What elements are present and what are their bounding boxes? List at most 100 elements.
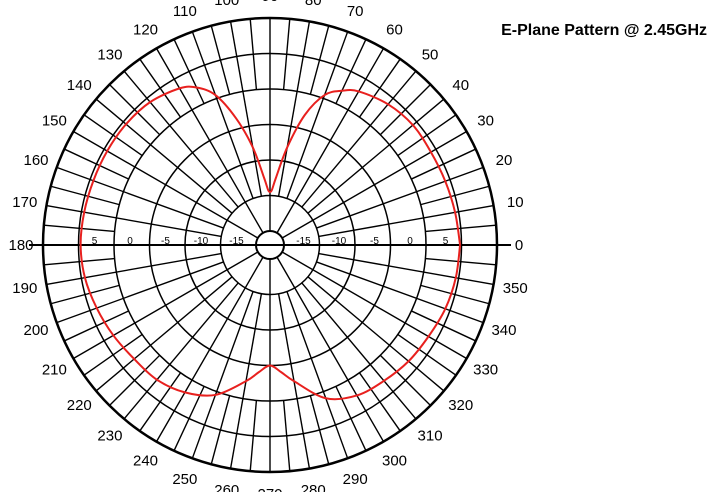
grid-spoke xyxy=(335,386,367,452)
grid-spoke xyxy=(411,148,477,180)
grid-spoke xyxy=(46,252,222,286)
radial-tick-label-left: -10 xyxy=(194,236,209,247)
grid-spoke xyxy=(210,395,231,465)
grid-spoke xyxy=(229,21,263,197)
grid-spoke xyxy=(155,256,264,442)
grid-spoke xyxy=(56,261,224,324)
angle-label-300: 300 xyxy=(382,453,407,470)
angle-label-140: 140 xyxy=(67,77,92,94)
grid-spoke xyxy=(301,70,417,208)
grid-spoke xyxy=(83,333,143,376)
angle-label-170: 170 xyxy=(12,194,37,211)
radial-tick-label-left: 5 xyxy=(92,236,98,247)
radial-tick-label-left: 0 xyxy=(127,236,133,247)
angle-label-330: 330 xyxy=(473,362,498,379)
grid-spoke xyxy=(108,83,161,136)
angle-label-290: 290 xyxy=(343,471,368,488)
angle-label-50: 50 xyxy=(422,46,439,63)
angle-label-250: 250 xyxy=(172,471,197,488)
angle-label-100: 100 xyxy=(214,0,239,9)
grid-spoke xyxy=(316,261,484,324)
grid-spoke xyxy=(318,252,494,286)
grid-spoke xyxy=(358,372,401,432)
angle-label-210: 210 xyxy=(42,362,67,379)
grid-spoke xyxy=(63,310,129,342)
angle-label-190: 190 xyxy=(12,280,37,297)
grid-spoke xyxy=(73,251,259,360)
grid-spoke xyxy=(50,185,120,206)
angle-label-40: 40 xyxy=(452,77,469,94)
grid-spoke xyxy=(281,251,467,360)
grid-spoke xyxy=(210,25,231,95)
radial-tick-label-right: -5 xyxy=(370,236,379,247)
grid-spoke xyxy=(379,83,432,136)
grid-spoke xyxy=(358,58,401,118)
angle-label-270: 270 xyxy=(257,486,282,492)
angle-label-20: 20 xyxy=(496,152,513,169)
grid-spoke xyxy=(276,256,385,442)
grid-spoke xyxy=(276,48,385,234)
grid-spoke xyxy=(191,31,254,199)
angle-label-80: 80 xyxy=(305,0,322,9)
grid-spoke xyxy=(83,114,143,157)
grid-spoke xyxy=(301,282,417,420)
grid-spoke xyxy=(50,284,120,305)
grid-spoke xyxy=(335,38,367,104)
angle-label-350: 350 xyxy=(503,280,528,297)
angle-label-30: 30 xyxy=(477,113,494,130)
chart-title: E-Plane Pattern @ 2.45GHz xyxy=(501,22,707,39)
angle-label-280: 280 xyxy=(301,482,326,492)
grid-spoke xyxy=(286,291,349,459)
grid-spoke xyxy=(139,372,182,432)
grid-spoke xyxy=(249,18,258,90)
grid-spoke xyxy=(316,166,484,229)
grid-spoke xyxy=(286,31,349,199)
radial-tick-label-right: 5 xyxy=(443,236,449,247)
angle-label-70: 70 xyxy=(347,3,364,20)
angle-label-320: 320 xyxy=(448,397,473,414)
grid-spoke xyxy=(95,276,233,392)
angle-label-120: 120 xyxy=(133,21,158,38)
grid-spoke xyxy=(282,18,291,90)
grid-spoke xyxy=(411,310,477,342)
grid-spoke xyxy=(123,70,239,208)
radial-tick-label-left: -15 xyxy=(229,236,244,247)
grid-spoke xyxy=(420,284,490,305)
grid-spoke xyxy=(309,25,330,95)
angle-label-310: 310 xyxy=(418,428,443,445)
grid-spoke xyxy=(420,185,490,206)
angle-label-260: 260 xyxy=(214,482,239,492)
angle-label-340: 340 xyxy=(491,322,516,339)
grid-spoke xyxy=(139,58,182,118)
grid-spoke xyxy=(307,276,445,392)
angle-label-220: 220 xyxy=(67,397,92,414)
angle-label-160: 160 xyxy=(24,152,49,169)
angle-label-60: 60 xyxy=(386,21,403,38)
grid-spoke xyxy=(43,257,115,266)
grid-spoke xyxy=(63,148,129,180)
grid-spoke xyxy=(56,166,224,229)
grid-spoke xyxy=(123,282,239,420)
grid-spoke xyxy=(309,395,330,465)
grid-spoke xyxy=(425,257,497,266)
grid-spoke xyxy=(173,386,205,452)
angle-label-130: 130 xyxy=(97,46,122,63)
angle-label-150: 150 xyxy=(42,113,67,130)
radial-tick-label-right: -10 xyxy=(332,236,347,247)
radial-tick-label-right: 0 xyxy=(407,236,413,247)
radial-tick-label-left: -5 xyxy=(161,236,170,247)
angle-label-0: 0 xyxy=(515,237,523,254)
series-line-0 xyxy=(79,85,462,401)
angle-label-180: 180 xyxy=(8,237,33,254)
angle-label-240: 240 xyxy=(133,453,158,470)
grid-spoke xyxy=(425,224,497,233)
angle-label-110: 110 xyxy=(173,3,197,20)
angle-label-230: 230 xyxy=(97,428,122,445)
grid-spoke xyxy=(43,224,115,233)
grid-spoke xyxy=(191,291,254,459)
grid-spoke xyxy=(379,354,432,407)
angle-label-90: 90 xyxy=(262,0,279,5)
grid-spoke xyxy=(318,204,494,238)
